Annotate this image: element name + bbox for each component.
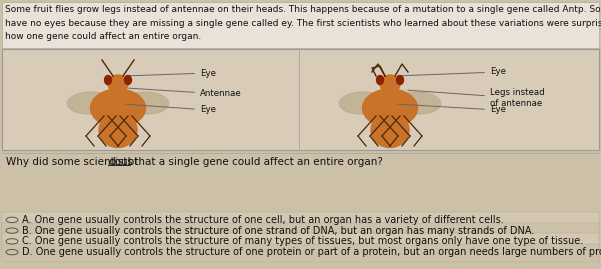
Text: D. One gene usually controls the structure of one protein or part of a protein, : D. One gene usually controls the structu… [22, 247, 601, 257]
Ellipse shape [395, 92, 441, 114]
Text: Eye: Eye [398, 68, 506, 76]
Text: that a single gene could affect an entire organ?: that a single gene could affect an entir… [131, 157, 383, 167]
Ellipse shape [67, 92, 112, 114]
Ellipse shape [380, 75, 400, 93]
Text: have no eyes because they are missing a single gene called ey. The first scienti: have no eyes because they are missing a … [5, 19, 601, 27]
FancyBboxPatch shape [2, 233, 599, 251]
Ellipse shape [371, 112, 409, 147]
Text: Legs instead
of antennae: Legs instead of antennae [407, 88, 545, 108]
Ellipse shape [397, 76, 403, 84]
Ellipse shape [123, 92, 169, 114]
Ellipse shape [340, 92, 385, 114]
Ellipse shape [376, 76, 383, 84]
FancyBboxPatch shape [2, 212, 599, 230]
Ellipse shape [124, 76, 132, 84]
Ellipse shape [362, 89, 418, 127]
Text: doubt: doubt [108, 157, 138, 167]
FancyBboxPatch shape [2, 244, 599, 262]
Text: Eye: Eye [126, 69, 216, 77]
FancyBboxPatch shape [2, 49, 599, 150]
Text: Eye: Eye [126, 104, 216, 115]
Text: Some fruit flies grow legs instead of antennae on their heads. This happens beca: Some fruit flies grow legs instead of an… [5, 5, 601, 14]
Ellipse shape [91, 89, 145, 127]
Text: Antennae: Antennae [129, 88, 242, 98]
Ellipse shape [99, 112, 137, 147]
Text: C. One gene usually controls the structure of many types of tissues, but most or: C. One gene usually controls the structu… [22, 236, 583, 246]
Text: Why did some scientists: Why did some scientists [6, 157, 136, 167]
Text: B. One gene usually controls the structure of one strand of DNA, but an organ ha: B. One gene usually controls the structu… [22, 226, 534, 236]
Text: Eye: Eye [398, 104, 506, 115]
Text: A. One gene usually controls the structure of one cell, but an organ has a varie: A. One gene usually controls the structu… [22, 215, 504, 225]
FancyBboxPatch shape [2, 2, 599, 48]
Ellipse shape [108, 75, 128, 93]
Ellipse shape [105, 76, 112, 84]
FancyBboxPatch shape [2, 223, 599, 240]
Text: how one gene could affect an entire organ.: how one gene could affect an entire orga… [5, 32, 201, 41]
